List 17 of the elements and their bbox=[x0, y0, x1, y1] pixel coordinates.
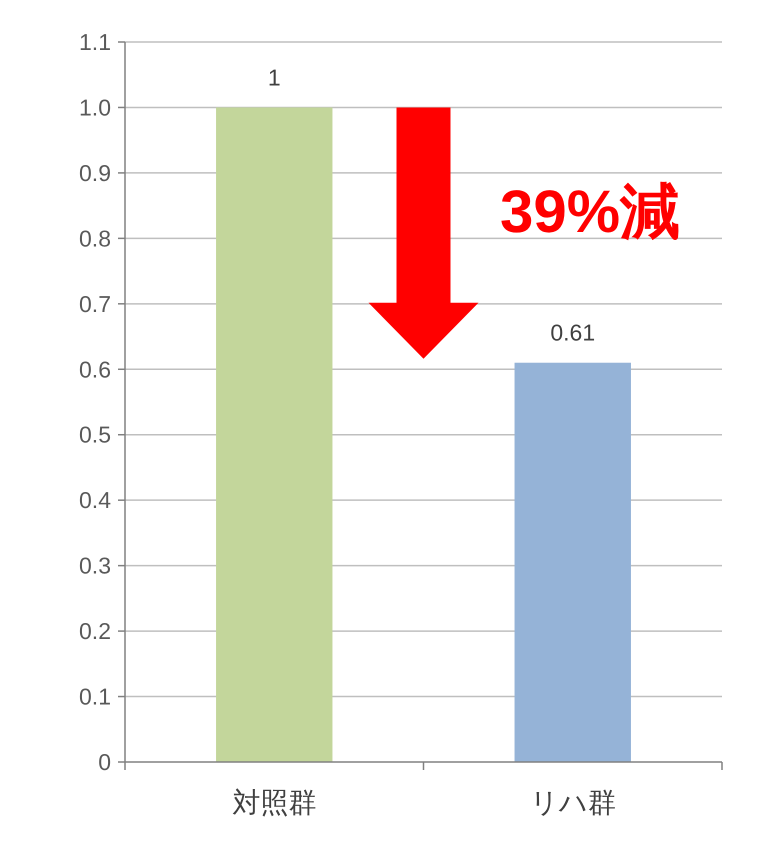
y-tick-label: 0.4 bbox=[79, 487, 112, 514]
y-tick-label: 0.8 bbox=[79, 225, 111, 252]
x-tick-label: 対照群 bbox=[232, 787, 316, 818]
y-tick-label: 0.2 bbox=[79, 618, 111, 644]
y-tick-label: 0.1 bbox=[79, 684, 111, 710]
y-tick-label: 1.1 bbox=[79, 29, 111, 55]
data-label: 1 bbox=[268, 64, 281, 90]
y-tick-label: 0.3 bbox=[79, 552, 111, 579]
y-tick-label: 0.6 bbox=[79, 356, 111, 382]
y-tick-label: 0 bbox=[98, 749, 111, 775]
y-tick-label: 0.5 bbox=[79, 422, 111, 448]
y-tick-label: 1.0 bbox=[79, 94, 111, 120]
data-label: 0.61 bbox=[550, 320, 596, 346]
y-tick-label: 0.9 bbox=[79, 160, 111, 186]
annotation: 39%減 bbox=[500, 178, 680, 245]
x-tick-label: リハ群 bbox=[530, 787, 616, 818]
y-tick-label: 0.7 bbox=[79, 290, 111, 317]
